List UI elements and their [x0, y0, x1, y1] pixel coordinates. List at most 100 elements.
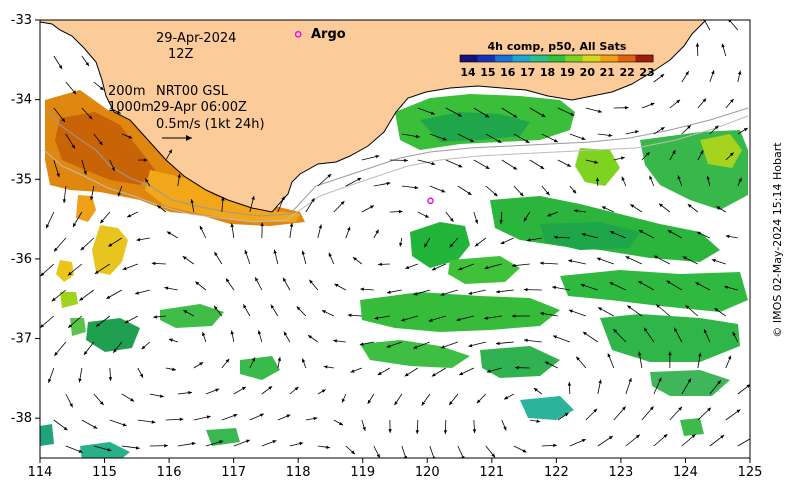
current-arrow [431, 263, 447, 271]
colorbar-swatch [460, 55, 479, 62]
current-arrow [484, 263, 502, 270]
current-arrow [400, 315, 418, 322]
current-arrow [485, 185, 498, 197]
current-arrow [682, 256, 699, 265]
current-arrow [737, 70, 742, 83]
current-arrow [669, 149, 676, 161]
current-arrow [164, 286, 178, 291]
current-arrow [230, 223, 235, 239]
current-arrow [361, 419, 366, 431]
current-arrow [65, 81, 77, 95]
current-arrow [108, 367, 113, 381]
current-arrow [81, 107, 93, 120]
current-arrow [328, 252, 335, 265]
current-arrow [544, 361, 559, 369]
current-arrow [282, 277, 291, 291]
current-arrow [653, 126, 665, 135]
current-arrow [40, 263, 55, 277]
current-arrow [473, 107, 490, 118]
sst-patch-green-j [650, 370, 730, 396]
x-tick-label: 121 [479, 465, 504, 480]
current-arrow [511, 314, 530, 318]
x-axis-ticks: 114 115 116 117 118 119 120 121 122 123 124 125 [28, 458, 762, 480]
current-arrow [165, 417, 184, 422]
current-arrow [289, 222, 294, 239]
current-arrow [529, 419, 541, 423]
current-arrow [473, 159, 490, 170]
current-arrow [529, 107, 546, 118]
current-arrow [668, 351, 672, 369]
current-arrow [641, 406, 654, 421]
current-arrow [289, 441, 304, 447]
colorbar-label: 22 [619, 66, 634, 79]
current-arrow [345, 445, 356, 455]
current-arrow [697, 352, 702, 369]
colorbar-label: 14 [460, 66, 476, 79]
current-arrow [99, 211, 111, 224]
contour-1000-label: 1000m [108, 100, 154, 115]
current-arrow [405, 263, 418, 269]
sst-colorbar [459, 54, 654, 63]
current-arrow [121, 445, 140, 450]
current-arrow [141, 341, 151, 350]
current-arrow [249, 413, 265, 421]
current-arrow [649, 175, 655, 187]
current-arrow [80, 237, 95, 251]
current-arrow [457, 185, 472, 196]
current-arrow [205, 440, 224, 447]
colorbar-label: 16 [500, 66, 516, 79]
current-arrow [317, 445, 330, 449]
sst-patch-green-a [410, 222, 470, 268]
current-arrow [653, 377, 662, 395]
current-arrow [653, 255, 671, 265]
current-arrow [399, 237, 403, 247]
current-arrow [637, 280, 655, 291]
current-arrow [567, 381, 572, 395]
x-tick-label: 122 [544, 465, 569, 480]
sst-patch-teal-3 [40, 424, 54, 446]
current-arrow [539, 261, 558, 265]
current-arrow [737, 177, 742, 187]
current-arrow [195, 281, 207, 291]
current-arrow [421, 393, 431, 406]
current-arrow [308, 279, 319, 291]
current-arrow [417, 211, 430, 218]
current-arrow [630, 204, 643, 213]
current-arrow [62, 185, 67, 204]
colorbar-swatch [582, 55, 601, 62]
x-tick-label: 123 [608, 465, 633, 480]
current-arrow [696, 231, 711, 239]
current-arrow [533, 387, 543, 395]
current-arrow [242, 304, 251, 317]
current-arrow [625, 256, 643, 265]
current-arrow [501, 159, 518, 170]
current-arrow [725, 409, 741, 421]
current-arrow [511, 263, 530, 268]
current-arrow [333, 419, 344, 426]
x-tick-label: 116 [157, 465, 182, 480]
argo-float-marker [294, 31, 302, 38]
current-arrow [503, 393, 515, 400]
current-arrow [681, 378, 692, 395]
current-arrow [67, 315, 83, 329]
current-arrow [595, 177, 600, 187]
y-tick-label: -37 [11, 332, 32, 347]
current-arrow [557, 107, 575, 116]
current-arrow [183, 309, 195, 317]
current-arrow [413, 341, 430, 349]
current-arrow [352, 256, 363, 265]
current-arrow [121, 393, 135, 402]
current-arrow [429, 185, 446, 193]
current-arrow [273, 249, 279, 265]
current-arrow [202, 331, 207, 343]
current-arrow [78, 367, 83, 383]
current-arrow [440, 289, 458, 296]
x-tick-label: 119 [350, 465, 375, 480]
current-arrow [221, 414, 238, 421]
current-arrow [499, 211, 503, 224]
colorbar-label: 18 [540, 66, 555, 79]
current-arrow [117, 185, 123, 197]
current-arrow [367, 393, 375, 405]
current-arrow [389, 209, 403, 214]
current-arrow [553, 235, 570, 239]
